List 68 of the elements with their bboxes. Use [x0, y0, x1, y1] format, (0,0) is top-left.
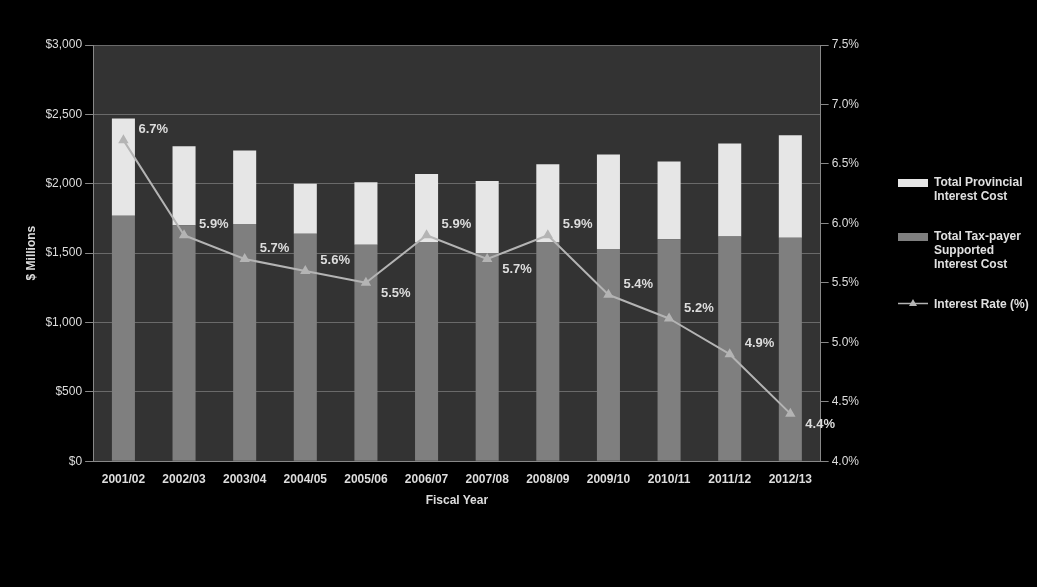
- data-label: 4.4%: [805, 415, 836, 431]
- point: [361, 277, 371, 286]
- x-tick-label: 2003/04: [222, 471, 267, 486]
- x-tick-label: 2005/06: [344, 471, 388, 486]
- x-tick-label: 2011/12: [708, 471, 752, 486]
- point: [603, 289, 613, 298]
- data-label: 6.7%: [138, 121, 169, 137]
- point: [422, 230, 432, 239]
- bar: [475, 180, 499, 254]
- y2-tick-label: 7.0%: [831, 96, 860, 111]
- y-tick-label: $1,500: [45, 245, 83, 260]
- y2-tick-label: 7.5%: [831, 37, 860, 52]
- data-label: 5.9%: [562, 216, 593, 232]
- y-tick-label: $3,000: [45, 37, 83, 52]
- data-label: 5.7%: [259, 240, 290, 256]
- y2-tick-label: 6.5%: [831, 156, 860, 171]
- data-label: 5.7%: [502, 261, 533, 277]
- data-label: 5.9%: [199, 216, 230, 232]
- y-tick-label: $2,000: [45, 176, 83, 191]
- data-label: 4.9%: [744, 335, 775, 351]
- y2-tick-label: 4.5%: [831, 394, 860, 409]
- x-tick-label: 2012/13: [768, 471, 813, 486]
- bar: [596, 154, 620, 249]
- point: [300, 265, 310, 274]
- bar: [778, 135, 802, 238]
- x-tick-label: 2002/03: [162, 471, 207, 486]
- bar: [415, 174, 439, 242]
- point: [179, 230, 189, 239]
- legend-label: Total Tax-payer Supported Interest Cost: [934, 229, 1022, 271]
- point: [240, 254, 250, 263]
- legend-label: Total Provincial Interest Cost: [934, 175, 1024, 203]
- point: [543, 230, 553, 239]
- data-label: 5.9%: [441, 216, 472, 232]
- x-tick-label: 2008/09: [526, 471, 570, 486]
- y-tick-label: $1,000: [45, 314, 83, 329]
- x-axis-title: Fiscal Year: [425, 493, 489, 508]
- x-tick-label: 2004/05: [283, 471, 328, 486]
- y2-tick-label: 4.0%: [831, 453, 860, 468]
- y-tick-label: $0: [68, 453, 83, 468]
- bar: [718, 143, 742, 237]
- x-tick-label: 2001/02: [101, 471, 146, 486]
- point: [785, 408, 795, 417]
- x-tick-label: 2006/07: [404, 471, 449, 486]
- bar: [172, 146, 196, 226]
- x-tick-label: 2009/10: [586, 471, 631, 486]
- data-label: 5.4%: [623, 275, 654, 291]
- data-label: 5.2%: [684, 299, 715, 315]
- point: [725, 349, 735, 358]
- bar: [233, 150, 257, 224]
- legend-label: Interest Rate (%): [934, 297, 1029, 311]
- point: [664, 313, 674, 322]
- y-tick-label: $2,500: [45, 106, 83, 121]
- y2-tick-label: 6.0%: [831, 215, 860, 230]
- bar: [657, 161, 681, 240]
- data-label: 5.5%: [380, 284, 411, 300]
- y2-tick-label: 5.5%: [831, 275, 860, 290]
- y-tick-label: $500: [55, 384, 83, 399]
- bar: [111, 118, 135, 216]
- bar: [536, 164, 560, 242]
- x-tick-label: 2010/11: [647, 471, 691, 486]
- point: [118, 135, 128, 144]
- data-label: 5.6%: [320, 252, 351, 268]
- x-tick-label: 2007/08: [465, 471, 510, 486]
- bar: [354, 182, 378, 245]
- y-axis-title: $ Millions: [23, 225, 38, 281]
- point: [482, 254, 492, 263]
- y2-tick-label: 5.0%: [831, 334, 860, 349]
- bar: [293, 183, 317, 234]
